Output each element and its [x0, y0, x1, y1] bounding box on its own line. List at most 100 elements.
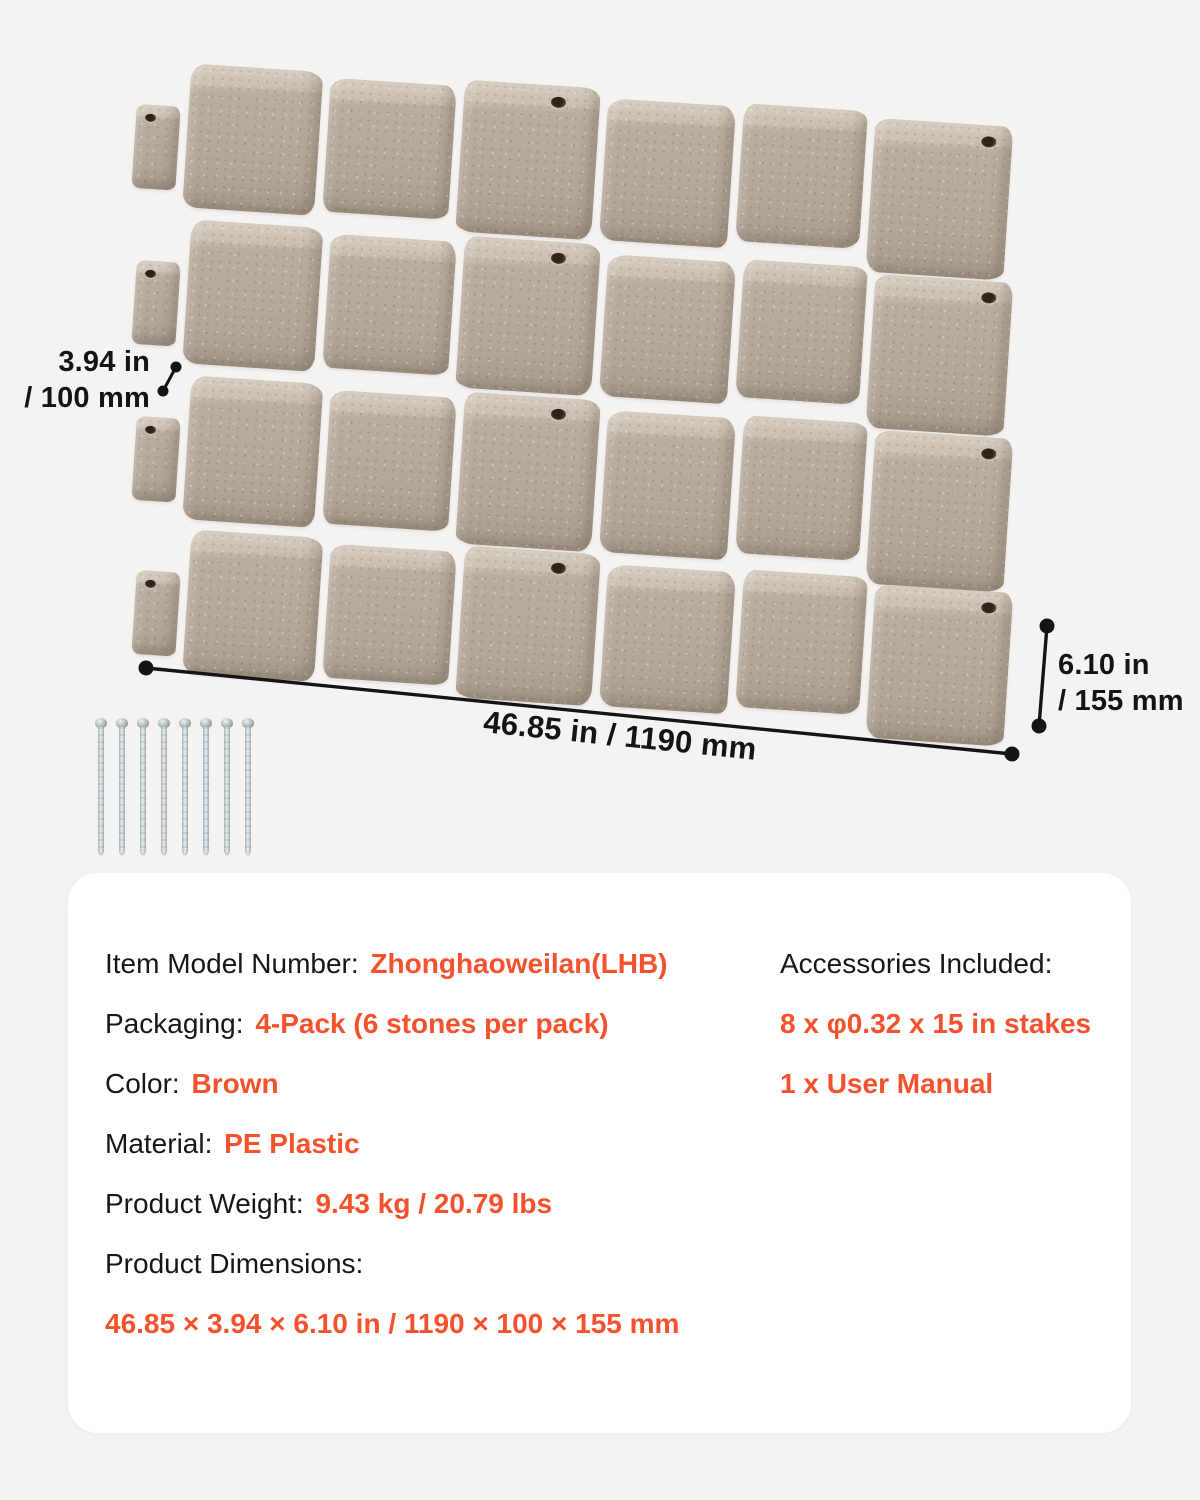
- stake-hole: [144, 579, 157, 589]
- spec-card: Item Model Number: Zhonghaoweilan(LHB) P…: [68, 873, 1131, 1433]
- stake-head: [179, 718, 191, 728]
- stone-block: [455, 235, 601, 397]
- stone-block: [322, 543, 457, 686]
- spec-product-dimensions-label: Product Dimensions:: [105, 1247, 679, 1281]
- stone-block: [735, 103, 869, 250]
- stone-block: [865, 429, 1014, 593]
- stake-icon: [242, 718, 254, 858]
- stake-shaft: [245, 727, 251, 858]
- stake-shaft: [119, 727, 125, 858]
- spec-accessories-heading: Accessories Included:: [780, 947, 1091, 981]
- stake-head: [221, 718, 233, 728]
- spec-list-right: Accessories Included: 8 x φ0.32 x 15 in …: [780, 947, 1091, 1101]
- spec-list-left: Item Model Number: Zhonghaoweilan(LHB) P…: [105, 947, 679, 1341]
- stone-block: [598, 564, 737, 715]
- spec-value: 9.43 kg / 20.79 lbs: [315, 1188, 553, 1219]
- stakes-group: [95, 718, 254, 858]
- stake-shaft: [140, 727, 146, 858]
- stone-block: [598, 98, 737, 249]
- stake-hole: [550, 562, 567, 575]
- spec-value: Zhonghaoweilan(LHB): [370, 948, 668, 979]
- stone-block: [735, 259, 869, 406]
- stone-block: [865, 273, 1014, 437]
- spec-value: 4-Pack (6 stones per pack): [255, 1008, 609, 1039]
- stake-hole: [144, 425, 157, 435]
- height-dimension-mm: / 155 mm: [1058, 685, 1184, 717]
- stake-hole: [550, 252, 567, 265]
- spec-label: Product Dimensions:: [105, 1248, 364, 1279]
- stake-shaft: [224, 727, 230, 858]
- spec-label: Material:: [105, 1128, 221, 1159]
- stone-block: [455, 391, 601, 553]
- stone-block: [598, 254, 737, 405]
- stake-hole: [980, 291, 997, 304]
- spec-product-weight: Product Weight: 9.43 kg / 20.79 lbs: [105, 1187, 679, 1221]
- spec-product-dimensions-value: 46.85 × 3.94 × 6.10 in / 1190 × 100 × 15…: [105, 1307, 679, 1341]
- stake-head: [158, 718, 170, 728]
- stake-hole: [980, 601, 997, 614]
- stone-block: [598, 410, 737, 561]
- connector-tab: [131, 259, 181, 347]
- stake-hole: [144, 113, 157, 123]
- depth-dimension-inches: 3.94 in: [58, 346, 150, 378]
- stake-hole: [550, 96, 567, 109]
- stake-hole: [144, 269, 157, 279]
- stake-hole: [550, 408, 567, 421]
- stone-block: [322, 77, 457, 220]
- stone-block: [865, 583, 1014, 747]
- spec-value: 46.85 × 3.94 × 6.10 in / 1190 × 100 × 15…: [105, 1308, 680, 1339]
- spec-accessory-manual: 1 x User Manual: [780, 1067, 1091, 1101]
- stake-shaft: [98, 727, 104, 858]
- spec-value: PE Plastic: [224, 1128, 360, 1159]
- stake-head: [137, 718, 149, 728]
- stake-icon: [200, 718, 212, 858]
- stake-icon: [158, 718, 170, 858]
- stake-shaft: [203, 727, 209, 858]
- spec-label: Accessories Included:: [780, 948, 1053, 979]
- connector-tab: [131, 569, 181, 657]
- spec-value: 1 x User Manual: [780, 1068, 994, 1099]
- spec-label: Item Model Number:: [105, 948, 367, 979]
- stake-hole: [980, 447, 997, 460]
- stone-block: [735, 569, 869, 716]
- stone-block: [455, 79, 601, 241]
- stake-shaft: [182, 727, 188, 858]
- spec-packaging: Packaging: 4-Pack (6 stones per pack): [105, 1007, 679, 1041]
- stake-head: [116, 718, 128, 728]
- spec-label: Packaging:: [105, 1008, 252, 1039]
- stake-icon: [116, 718, 128, 858]
- spec-accessory-stakes: 8 x φ0.32 x 15 in stakes: [780, 1007, 1091, 1041]
- stake-head: [242, 718, 254, 728]
- stake-head: [95, 718, 107, 728]
- stone-block: [865, 117, 1014, 281]
- spec-label: Color:: [105, 1068, 188, 1099]
- stone-block: [322, 233, 457, 376]
- stone-block: [455, 545, 601, 707]
- spec-value: 8 x φ0.32 x 15 in stakes: [780, 1008, 1092, 1039]
- spec-item-model-number: Item Model Number: Zhonghaoweilan(LHB): [105, 947, 679, 981]
- connector-tab: [131, 103, 181, 191]
- spec-color: Color: Brown: [105, 1067, 679, 1101]
- height-dimension-label: 6.10 in / 155 mm: [1058, 647, 1184, 719]
- stone-block: [735, 415, 869, 562]
- stone-block: [322, 389, 457, 532]
- height-dimension-inches: 6.10 in: [1058, 649, 1150, 681]
- stake-hole: [980, 135, 997, 148]
- stone-block: [182, 375, 324, 528]
- stake-shaft: [161, 727, 167, 858]
- stake-icon: [221, 718, 233, 858]
- spec-label: Product Weight:: [105, 1188, 312, 1219]
- stake-icon: [179, 718, 191, 858]
- spec-value: Brown: [191, 1068, 279, 1099]
- stake-icon: [137, 718, 149, 858]
- depth-dimension-label: 3.94 in / 100 mm: [22, 344, 150, 416]
- stake-icon: [95, 718, 107, 858]
- stone-block: [182, 529, 324, 682]
- stone-block: [182, 63, 324, 216]
- stone-block: [182, 219, 324, 372]
- depth-dimension-mm: / 100 mm: [24, 382, 150, 414]
- connector-tab: [131, 415, 181, 503]
- stake-head: [200, 718, 212, 728]
- spec-material: Material: PE Plastic: [105, 1127, 679, 1161]
